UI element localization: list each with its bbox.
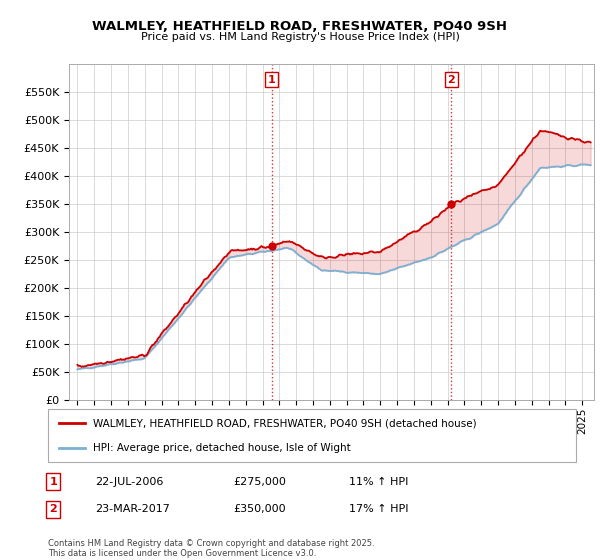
Text: £350,000: £350,000 — [233, 505, 286, 515]
Text: £275,000: £275,000 — [233, 477, 286, 487]
Text: WALMLEY, HEATHFIELD ROAD, FRESHWATER, PO40 9SH (detached house): WALMLEY, HEATHFIELD ROAD, FRESHWATER, PO… — [93, 418, 476, 428]
Text: Contains HM Land Registry data © Crown copyright and database right 2025.
This d: Contains HM Land Registry data © Crown c… — [48, 539, 374, 558]
Text: 1: 1 — [49, 477, 57, 487]
Text: 22-JUL-2006: 22-JUL-2006 — [95, 477, 164, 487]
Text: WALMLEY, HEATHFIELD ROAD, FRESHWATER, PO40 9SH: WALMLEY, HEATHFIELD ROAD, FRESHWATER, PO… — [92, 20, 508, 32]
Text: HPI: Average price, detached house, Isle of Wight: HPI: Average price, detached house, Isle… — [93, 442, 350, 452]
Text: Price paid vs. HM Land Registry's House Price Index (HPI): Price paid vs. HM Land Registry's House … — [140, 32, 460, 43]
Text: 2: 2 — [448, 74, 455, 85]
Text: 17% ↑ HPI: 17% ↑ HPI — [349, 505, 409, 515]
FancyBboxPatch shape — [48, 409, 576, 462]
Text: 1: 1 — [268, 74, 275, 85]
Text: 11% ↑ HPI: 11% ↑ HPI — [349, 477, 409, 487]
Text: 2: 2 — [49, 505, 57, 515]
Text: 23-MAR-2017: 23-MAR-2017 — [95, 505, 170, 515]
